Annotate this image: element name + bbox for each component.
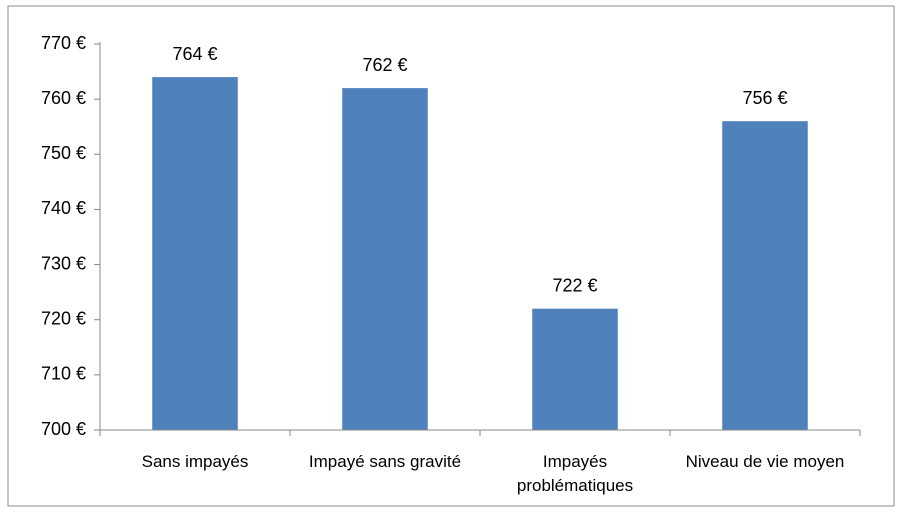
y-tick-label: 730 € bbox=[41, 253, 86, 273]
bar bbox=[152, 77, 238, 430]
value-label: 762 € bbox=[362, 55, 407, 75]
value-label: 722 € bbox=[552, 275, 597, 295]
x-tick-label: Niveau de vie moyen bbox=[685, 452, 845, 471]
y-tick-label: 770 € bbox=[41, 33, 86, 53]
y-tick-label: 760 € bbox=[41, 88, 86, 108]
y-tick-label: 700 € bbox=[41, 419, 86, 439]
y-tick-label: 720 € bbox=[41, 308, 86, 328]
x-tick-label: Sans impayés bbox=[141, 452, 249, 471]
x-tick-label: Impayés problématiques bbox=[516, 452, 634, 495]
bar bbox=[342, 88, 428, 430]
bar bbox=[532, 308, 618, 430]
value-label: 764 € bbox=[172, 44, 217, 64]
x-tick-label: Impayé sans gravité bbox=[308, 452, 462, 471]
y-tick-label: 740 € bbox=[41, 198, 86, 218]
y-tick-label: 710 € bbox=[41, 364, 86, 384]
value-label: 756 € bbox=[742, 88, 787, 108]
y-tick-label: 750 € bbox=[41, 143, 86, 163]
bar bbox=[722, 121, 808, 430]
